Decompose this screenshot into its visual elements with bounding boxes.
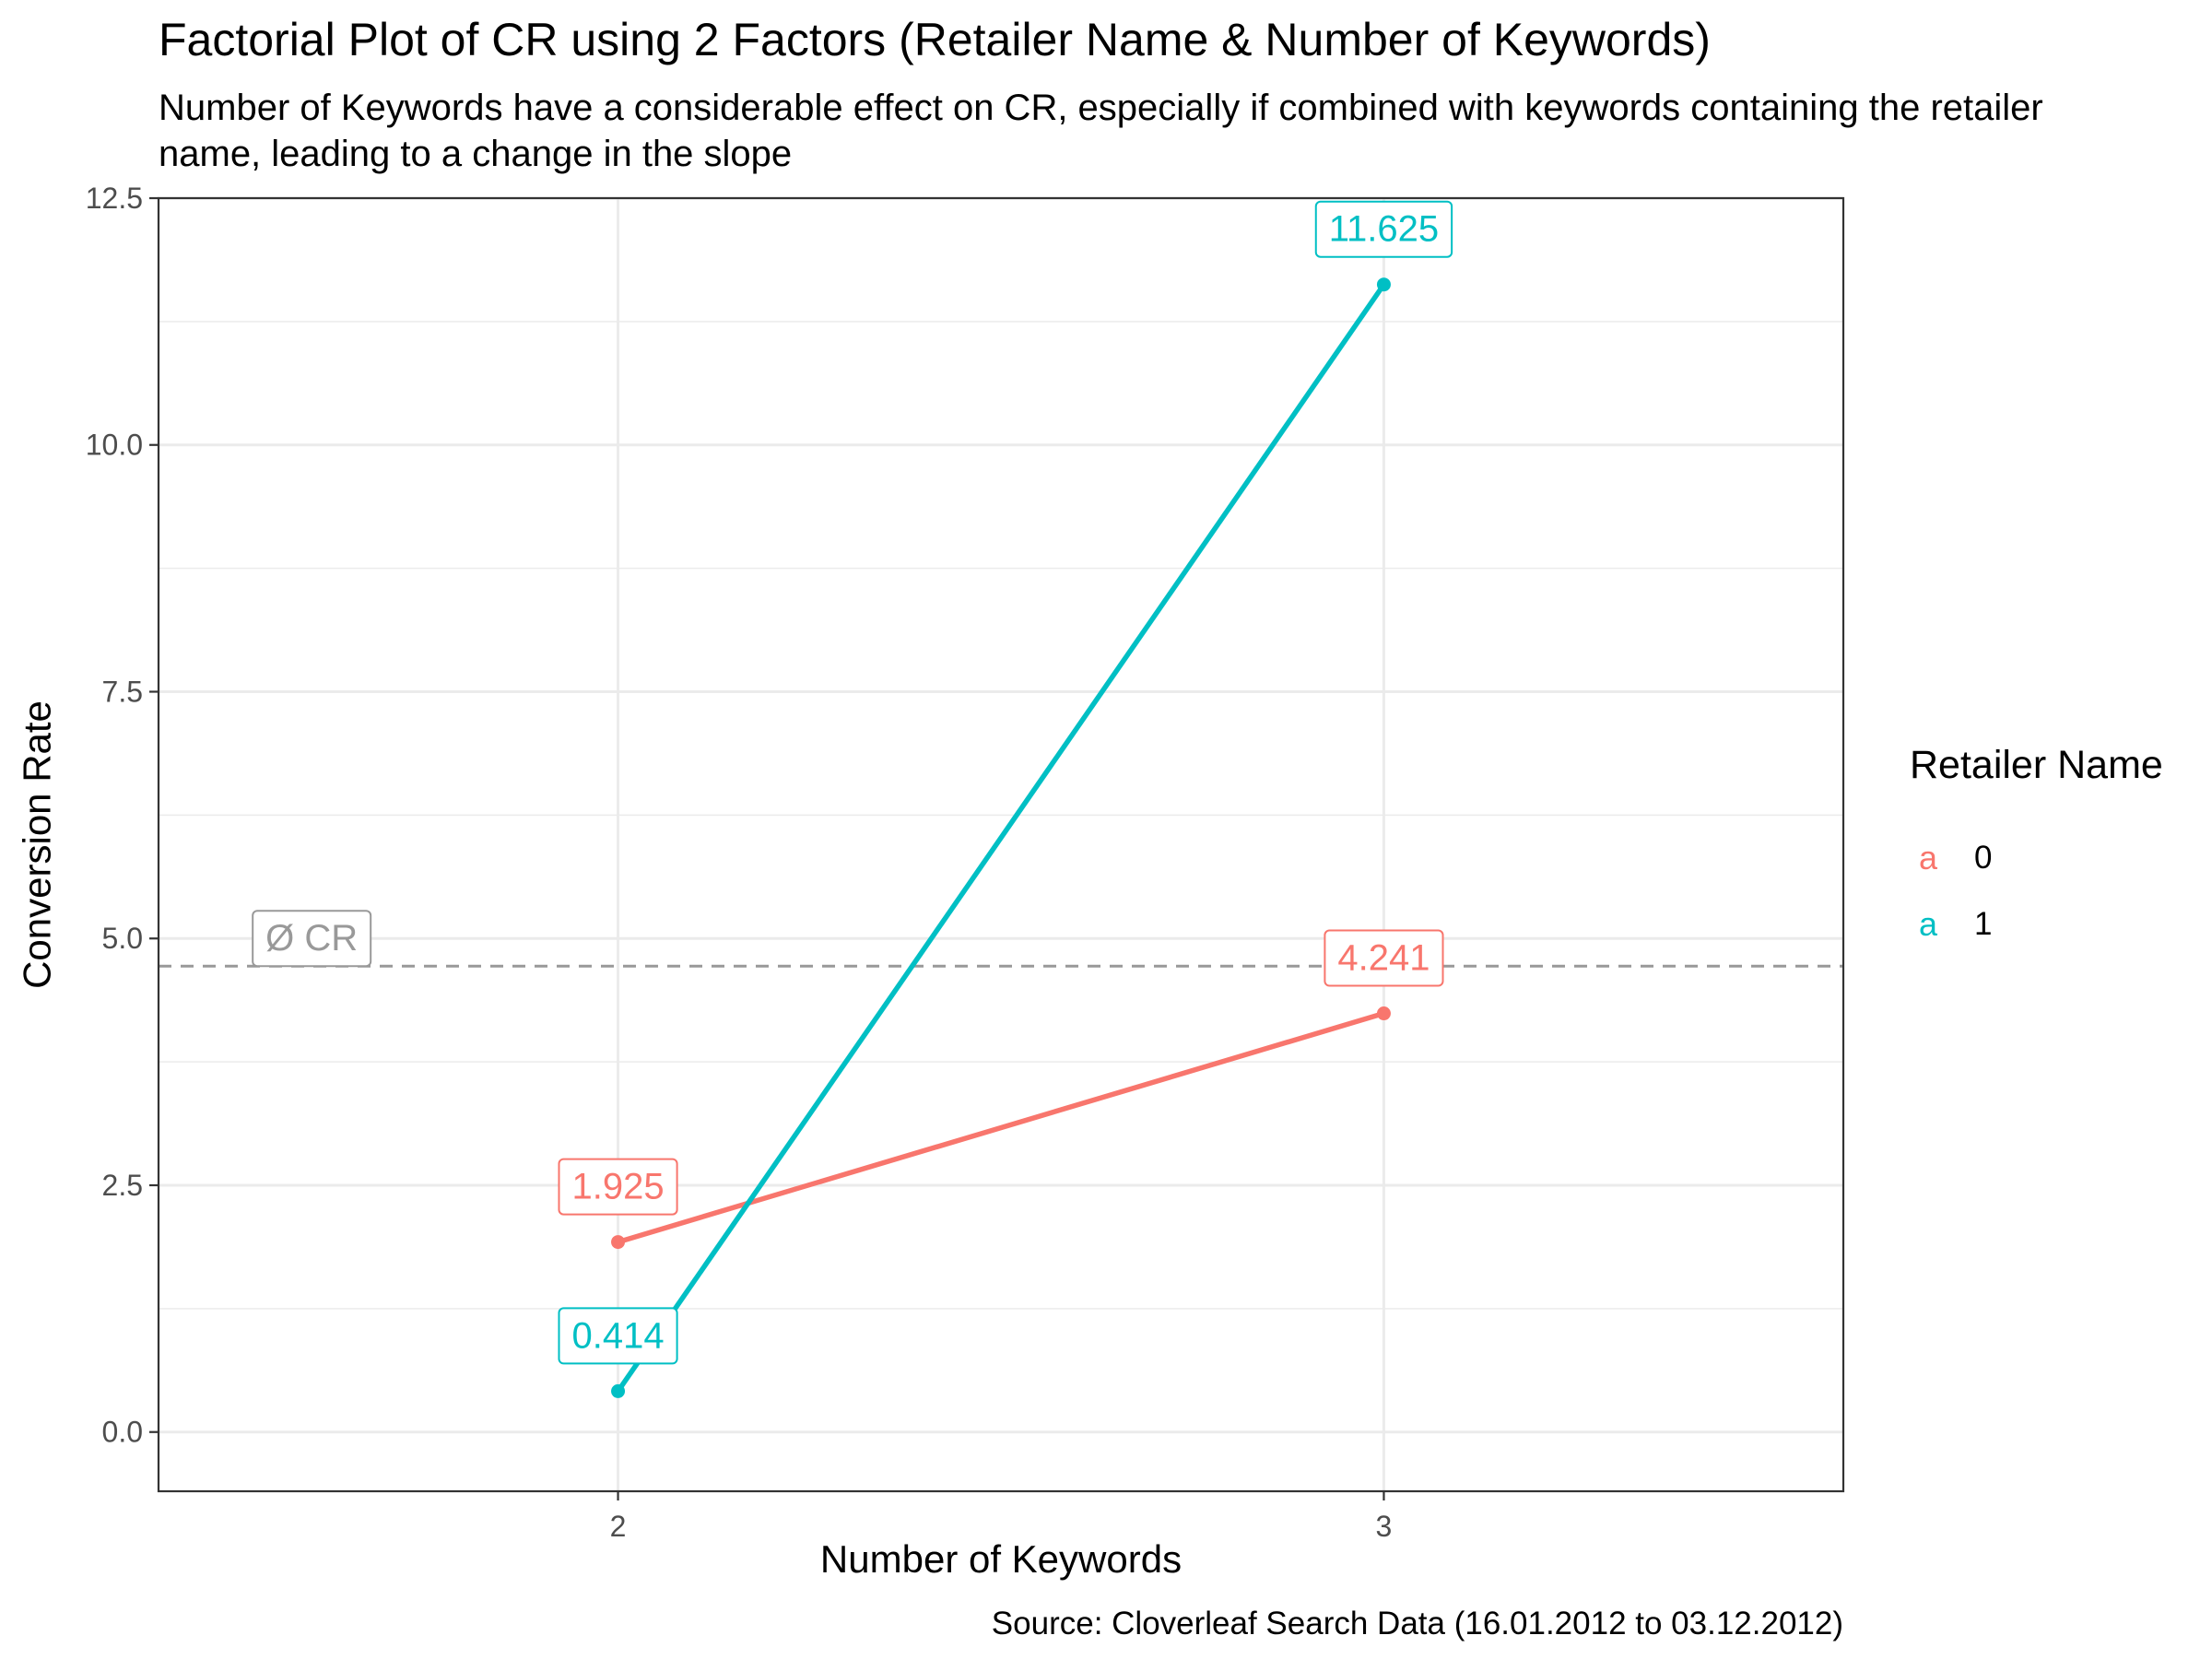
legend: Retailer Name a 0 a 1	[1910, 743, 2163, 958]
x-axis-title: Number of Keywords	[820, 1537, 1182, 1581]
data-label: 4.241	[1337, 938, 1430, 979]
data-label-box	[1314, 200, 1453, 258]
data-point	[611, 1235, 626, 1250]
y-tick-label: 12.5	[86, 182, 143, 215]
data-label: 11.625	[1329, 209, 1439, 250]
series-line-0	[617, 1010, 1385, 1245]
data-point	[611, 1383, 626, 1398]
data-point	[1376, 277, 1391, 292]
data-label-box	[1324, 929, 1444, 987]
panel-border	[157, 196, 1845, 1493]
data-point	[1376, 1006, 1391, 1021]
average-cr-label: Ø CR	[265, 918, 358, 959]
data-label: 0.414	[571, 1315, 664, 1356]
x-tick-label: 2	[610, 1510, 627, 1543]
legend-key: a	[1918, 905, 1938, 943]
source-caption: Source: Cloverleaf Search Data (16.01.20…	[991, 1606, 1843, 1641]
legend-item: a 1	[1910, 891, 2163, 958]
y-tick-label: 0.0	[102, 1416, 143, 1449]
data-label: 1.925	[571, 1167, 664, 1207]
data-label-box	[558, 1158, 678, 1216]
legend-title: Retailer Name	[1910, 743, 2163, 787]
average-cr-label-box	[252, 910, 372, 968]
series-line-1	[616, 283, 1386, 1393]
legend-key: a	[1918, 839, 1938, 877]
y-tick-label: 2.5	[102, 1169, 143, 1202]
y-tick-label: 10.0	[86, 429, 143, 462]
chart-title: Factorial Plot of CR using 2 Factors (Re…	[159, 14, 1711, 65]
legend-item: a 0	[1910, 825, 2163, 891]
y-axis-title: Conversion Rate	[16, 700, 59, 989]
y-tick-label: 5.0	[102, 922, 143, 955]
y-tick-label: 7.5	[102, 675, 143, 708]
legend-label: 0	[1974, 840, 1993, 876]
legend-label: 1	[1974, 906, 1993, 942]
data-label-box	[558, 1307, 678, 1365]
chart-subtitle: Number of Keywords have a considerable e…	[159, 88, 2043, 174]
x-tick-label: 3	[1376, 1510, 1393, 1543]
